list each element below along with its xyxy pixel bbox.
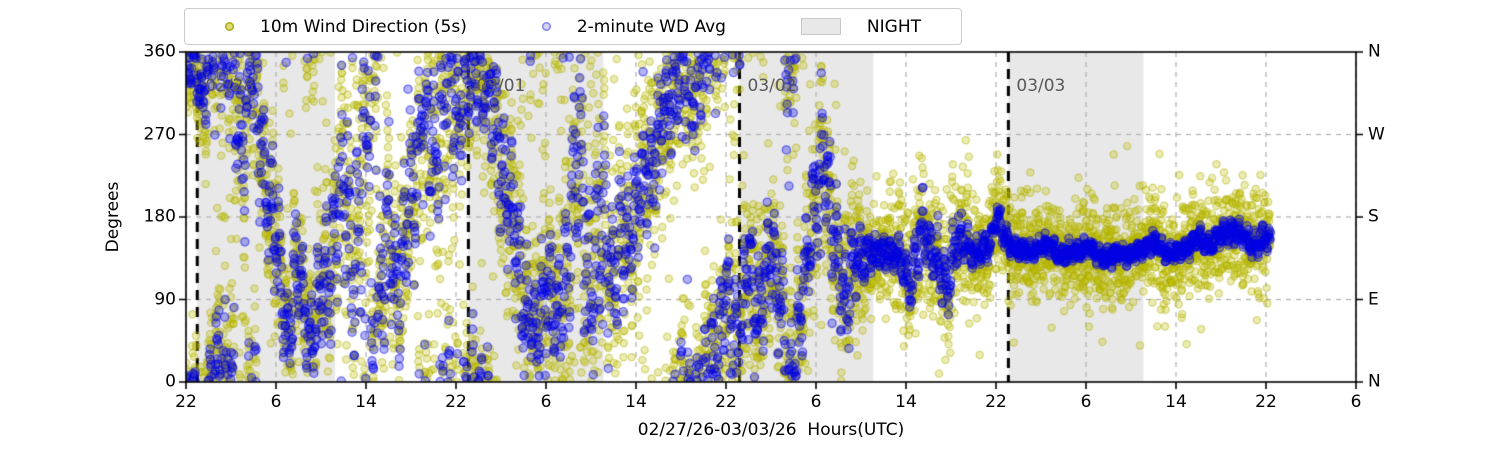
compass-tick-label: N bbox=[1368, 371, 1381, 392]
legend-label-wind-5s: 10m Wind Direction (5s) bbox=[260, 16, 467, 37]
compass-tick-label: W bbox=[1368, 124, 1385, 144]
y-tick-label: 360 bbox=[143, 41, 176, 62]
x-tick-label: 6 bbox=[540, 392, 552, 412]
date-label: 02/28 bbox=[205, 76, 255, 96]
x-tick-label: 22 bbox=[715, 392, 737, 412]
x-axis-title: 02/27/26-03/03/26 Hours(UTC) bbox=[637, 420, 905, 440]
x-tick-label: 14 bbox=[1165, 392, 1187, 412]
night-patch-icon bbox=[800, 18, 841, 35]
x-tick-label: 22 bbox=[175, 392, 197, 412]
wd-avg-marker-icon bbox=[541, 22, 551, 31]
x-tick-label: 6 bbox=[1350, 392, 1362, 412]
legend: 10m Wind Direction (5s) 2-minute WD Avg … bbox=[184, 8, 962, 45]
x-tick-label: 22 bbox=[1255, 392, 1277, 412]
y-tick-label: 270 bbox=[143, 124, 176, 144]
y-tick-label: 180 bbox=[143, 206, 176, 227]
x-tick-label: 22 bbox=[985, 392, 1007, 412]
x-tick-label: 22 bbox=[445, 392, 467, 412]
x-tick-label: 6 bbox=[810, 392, 822, 412]
legend-entry-wind-5s: 10m Wind Direction (5s) bbox=[225, 17, 467, 37]
x-tick-label: 14 bbox=[895, 392, 917, 412]
x-tick-label: 6 bbox=[1080, 392, 1092, 412]
date-label: 03/02 bbox=[747, 76, 797, 96]
legend-label-night: NIGHT bbox=[866, 16, 921, 37]
y-tick-label: 0 bbox=[165, 371, 176, 392]
x-tick-label: 14 bbox=[625, 392, 647, 412]
y-axis-title: Degrees bbox=[103, 181, 123, 253]
legend-entry-wd-avg: 2-minute WD Avg bbox=[541, 16, 726, 37]
date-label: 03/03 bbox=[1016, 76, 1066, 96]
compass-tick-label: N bbox=[1368, 41, 1381, 62]
legend-label-wd-avg: 2-minute WD Avg bbox=[576, 16, 726, 37]
x-tick-label: 6 bbox=[270, 392, 282, 412]
y-tick-label: 90 bbox=[154, 289, 176, 309]
compass-tick-label: S bbox=[1368, 206, 1379, 227]
x-tick-label: 14 bbox=[355, 392, 377, 412]
legend-entry-night: NIGHT bbox=[800, 16, 921, 37]
compass-tick-label: E bbox=[1368, 289, 1379, 309]
wind-5s-marker-icon bbox=[225, 22, 234, 31]
date-label: 03/01 bbox=[476, 76, 526, 96]
